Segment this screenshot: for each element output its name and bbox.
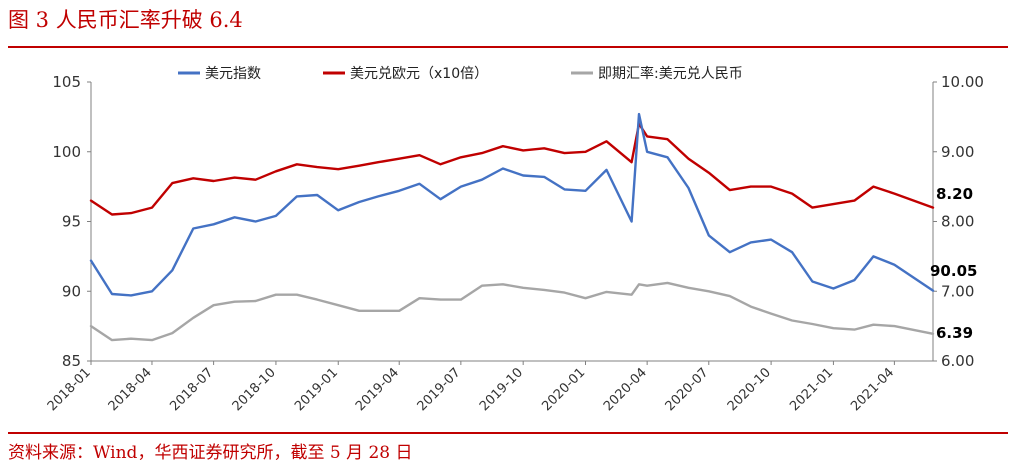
x-tick-label: 2018-07 bbox=[167, 365, 216, 414]
left-tick-label: 95 bbox=[62, 213, 81, 231]
right-tick-label: 6.00 bbox=[941, 352, 974, 370]
series-lines bbox=[89, 112, 935, 342]
x-tick-label: 2019-10 bbox=[477, 365, 526, 414]
end-labels: 8.20 90.05 6.39 bbox=[930, 185, 977, 342]
x-tick-label: 2020-07 bbox=[663, 365, 712, 414]
left-tick-label: 100 bbox=[52, 143, 81, 161]
end-label-0: 8.20 bbox=[936, 185, 973, 203]
x-tick-label: 2019-04 bbox=[353, 365, 402, 414]
source-rule bbox=[8, 432, 1008, 434]
x-tick-label: 2019-01 bbox=[292, 365, 341, 414]
figure-title: 图 3 人民币汇率升破 6.4 bbox=[8, 8, 243, 32]
x-tick-label: 2020-01 bbox=[539, 365, 588, 414]
series-line-1 bbox=[89, 122, 935, 216]
source-note: 资料来源：Wind，华西证券研究所，截至 5 月 28 日 bbox=[8, 443, 413, 463]
legend-label-2: 即期汇率:美元兑人民币 bbox=[598, 65, 743, 82]
series-line-2 bbox=[89, 281, 935, 342]
right-tick-label: 10.00 bbox=[941, 73, 984, 91]
series-line-0 bbox=[89, 112, 935, 297]
right-tick-label: 9.00 bbox=[941, 143, 974, 161]
left-tick-label: 85 bbox=[62, 352, 81, 370]
right-tick-label: 8.00 bbox=[941, 213, 974, 231]
x-tick-label: 2020-10 bbox=[725, 365, 774, 414]
legend: 美元指数 美元兑欧元（x10倍） 即期汇率:美元兑人民币 bbox=[178, 65, 743, 82]
end-label-2: 6.39 bbox=[936, 324, 973, 342]
left-tick-label: 90 bbox=[62, 282, 81, 300]
x-tick-label: 2019-07 bbox=[415, 365, 464, 414]
x-tick-label: 2018-10 bbox=[230, 365, 279, 414]
left-tick-label: 105 bbox=[52, 73, 81, 91]
x-tick-label: 2020-04 bbox=[601, 365, 650, 414]
x-tick-label: 2018-04 bbox=[106, 365, 155, 414]
legend-label-0: 美元指数 bbox=[205, 66, 261, 82]
right-tick-label: 7.00 bbox=[941, 282, 974, 300]
x-tick-label: 2021-01 bbox=[787, 365, 836, 414]
x-tick-label: 2018-01 bbox=[45, 365, 94, 414]
legend-label-1: 美元兑欧元（x10倍） bbox=[350, 66, 488, 82]
end-label-1: 90.05 bbox=[930, 262, 977, 280]
x-tick-label: 2021-04 bbox=[848, 365, 897, 414]
title-rule bbox=[8, 46, 1008, 48]
